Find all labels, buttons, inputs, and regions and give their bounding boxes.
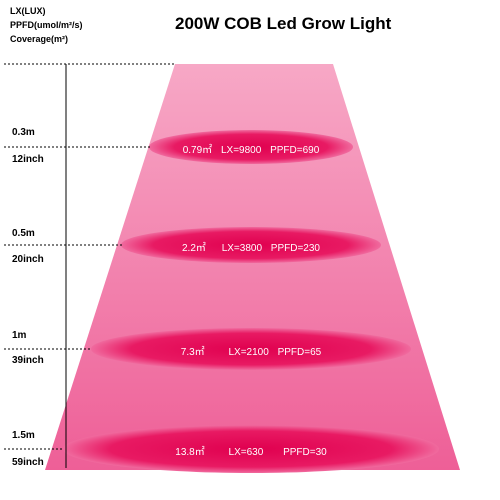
lux-value-3: LX=2100 [228, 347, 269, 358]
legend-lux: LX(LUX) [10, 6, 46, 16]
zone-label-2: 2.2㎡ LX=3800 PPFD=230 [179, 239, 323, 254]
distance-meters-2: 0.5m [12, 228, 35, 239]
distance-meters-1: 0.3m [12, 127, 35, 138]
zone-label-3: 7.3㎡ LX=2100 PPFD=65 [178, 343, 324, 358]
coverage-ellipse-4 [63, 425, 439, 473]
distance-inches-1: 12inch [12, 154, 44, 165]
lux-value-4: LX=630 [228, 447, 264, 458]
coverage-ellipse-1 [149, 130, 353, 164]
coverage-value-4: 13.8㎡ [175, 447, 205, 458]
light-cone [45, 64, 460, 470]
coverage-ellipse-2 [121, 227, 381, 263]
lux-value-2: LX=3800 [221, 243, 263, 254]
legend: LX(LUX) PPFD(umol/m²/s) Coverage(m²) [10, 4, 83, 46]
coverage-value-1: 0.79㎡ [182, 145, 213, 156]
legend-ppfd: PPFD(umol/m²/s) [10, 20, 83, 30]
distance-inches-3: 39inch [12, 355, 44, 366]
diagram-title: 200W COB Led Grow Light [175, 14, 392, 33]
coverage-value-2: 2.2㎡ [182, 243, 206, 254]
ppfd-value-3: PPFD=65 [277, 347, 322, 358]
zone-label-4: 13.8㎡ LX=630 PPFD=30 [172, 443, 329, 458]
ppfd-value-2: PPFD=230 [270, 243, 320, 254]
distance-scale [4, 63, 175, 468]
distance-inches-2: 20inch [12, 254, 44, 265]
distance-meters-3: 1m [12, 330, 27, 341]
coverage-value-3: 7.3㎡ [180, 347, 205, 358]
coverage-ellipse-3 [91, 328, 411, 370]
zone-label-1: 0.79㎡ LX=9800 PPFD=690 [180, 141, 323, 156]
ppfd-value-4: PPFD=30 [283, 447, 327, 458]
distance-meters-4: 1.5m [12, 430, 35, 441]
lux-value-1: LX=9800 [220, 145, 262, 156]
ppfd-value-1: PPFD=690 [270, 145, 320, 156]
legend-coverage: Coverage(m²) [10, 34, 69, 44]
distance-inches-4: 59inch [12, 457, 44, 468]
